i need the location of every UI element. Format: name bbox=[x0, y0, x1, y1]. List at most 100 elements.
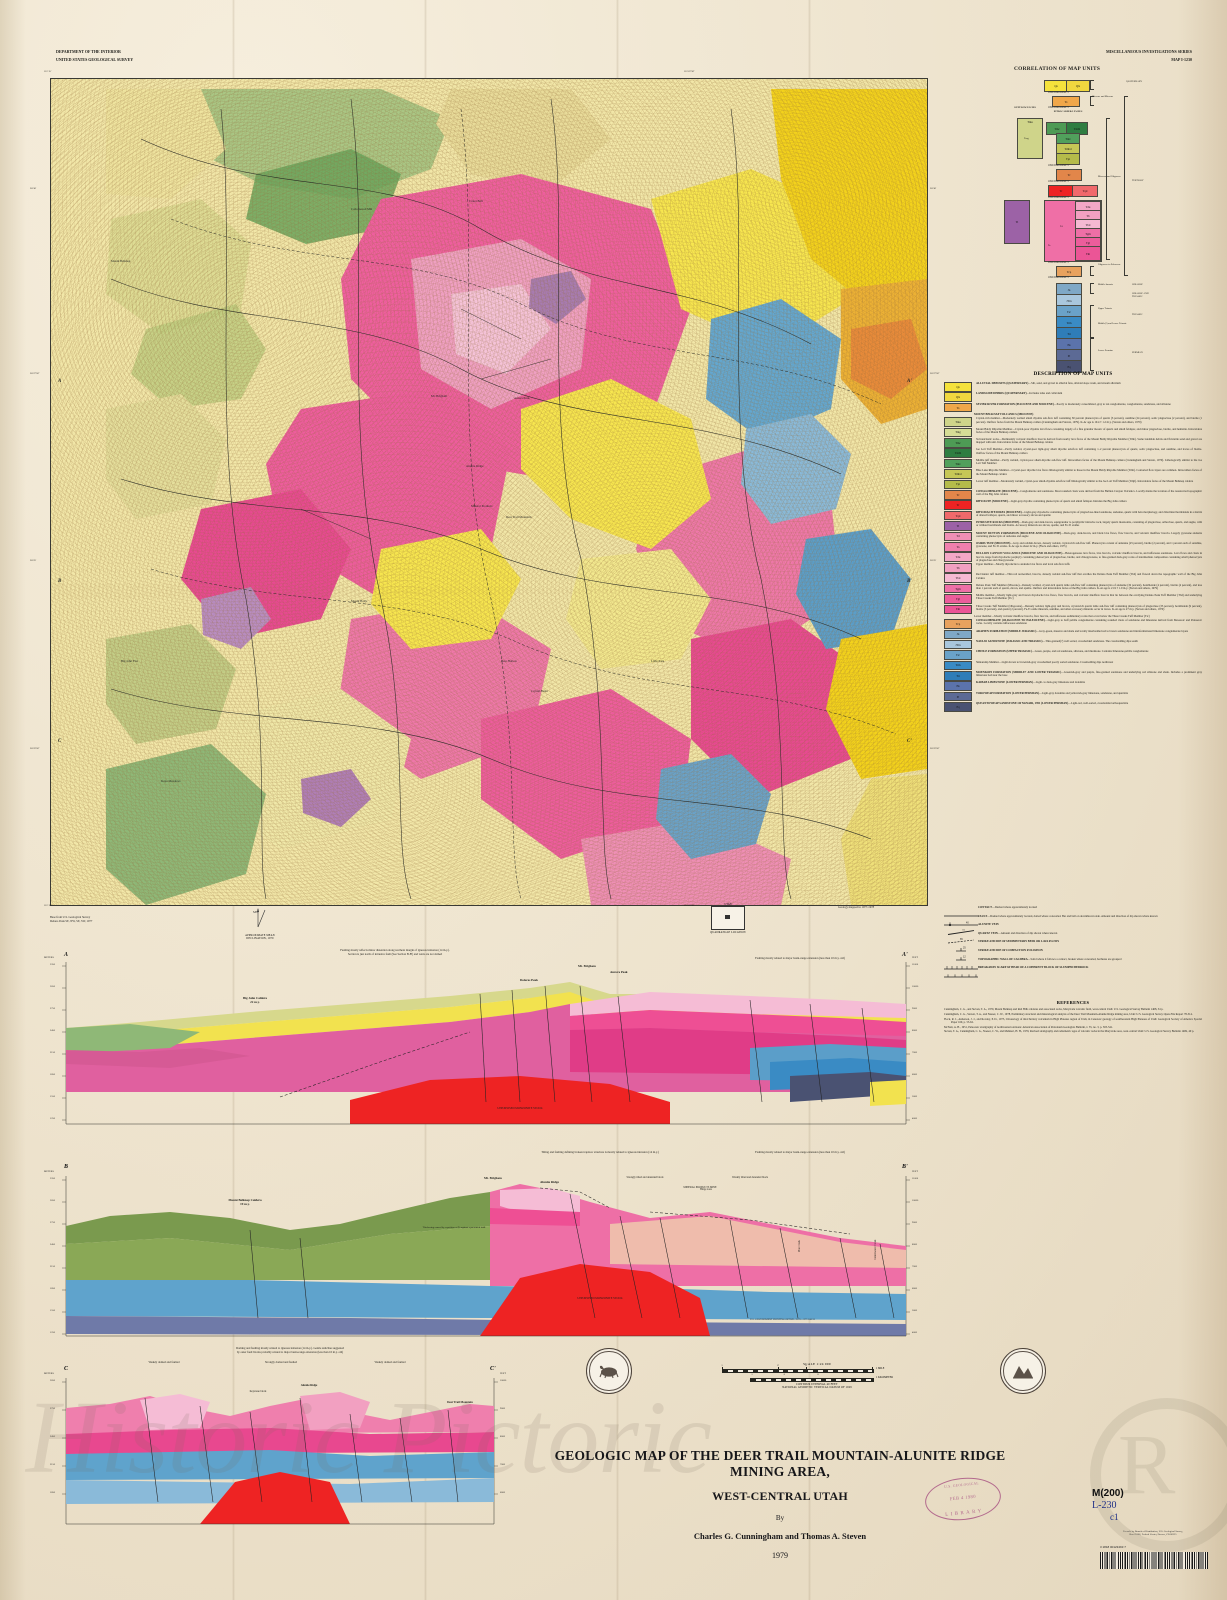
mile-bar bbox=[722, 1368, 874, 1373]
quad-box: UTAH bbox=[711, 903, 745, 930]
corr-label-td: Td bbox=[1060, 225, 1063, 228]
xs-b-tick-r-3: 8000 bbox=[912, 1243, 917, 1246]
map-label: Little Park bbox=[651, 659, 665, 663]
xs-c-tick-l-2: 2450 bbox=[50, 1435, 55, 1438]
symbol-description: ALUNITE VEIN bbox=[978, 922, 999, 927]
fault-symbol: 40 bbox=[944, 915, 978, 926]
era-jurassic: JURASSIC bbox=[1132, 283, 1144, 286]
xs-b-tick-l-2: 2750 bbox=[50, 1221, 55, 1224]
gpo-sale-note: For sale by Branch of Distribution, U.S.… bbox=[1123, 1530, 1183, 1536]
map-unit-entry: Qls LANDSLIDE DEBRIS (QUATERNARY)—Include… bbox=[944, 392, 1202, 402]
xs-a-tick-l-2: 2750 bbox=[50, 1007, 55, 1010]
xs-b-axis-label: METERS bbox=[44, 1170, 54, 1173]
unit-swatch-tmc: Tmc bbox=[944, 438, 972, 448]
geologic-map[interactable]: Mount Belknap Cottonwood Mtn Crater Bell… bbox=[50, 78, 928, 906]
km-scale-row: 1 .5 0 1 KILOMETER bbox=[722, 1373, 912, 1382]
xs-a-tick-r-1: 10000 bbox=[912, 985, 919, 988]
library-stamp-line-2: FEB 4 1980 bbox=[949, 1493, 977, 1502]
map-unit-entry: MOUNT BELKNAP VOLCANICS (MIOCENE) bbox=[944, 413, 1202, 416]
km-tick-0: 1 bbox=[751, 1373, 753, 1377]
map-unit-entry: Pt TOROWEAP FORMATION (LOWER PERMIAN)—Lig… bbox=[944, 691, 1202, 702]
xs-c-weak-2: Weakly domed and faulted bbox=[374, 1360, 406, 1364]
km-bar bbox=[750, 1377, 874, 1382]
unit-description: Middle tuff member—Partly welded, crysta… bbox=[976, 457, 1202, 466]
corr-box-tmu: Tmu bbox=[1017, 118, 1043, 159]
xs-a-tick-r-0: 11000 bbox=[912, 963, 919, 966]
symbol-description: BREAKAWAY SCARP AT HEAD OF A COHERENT BL… bbox=[978, 965, 1089, 970]
map-unit-entry: Pk KAIBAB LIMESTONE (LOWER PERMIAN)—Light… bbox=[944, 681, 1202, 691]
symbol-description: STRIKE AND DIP OF SEDIMENTARY BEDS OR LA… bbox=[978, 939, 1060, 944]
symbol-description: STRIKE AND DIP OF COMPACTION FOLIATION bbox=[978, 947, 1043, 952]
symbol-entry: 40 FAULT—Dashed where approximately locat… bbox=[944, 913, 1202, 926]
symbol-description: FAULT—Dashed where approximately located… bbox=[978, 913, 1158, 918]
corr-label-tmg: Tmg bbox=[1024, 137, 1029, 140]
unit-swatch-jtrn: JTrn bbox=[944, 639, 972, 650]
map-label: Deer Trail Mountain bbox=[506, 515, 532, 519]
unit-description: Upper member—Mostly rhyodacite to andesi… bbox=[976, 562, 1070, 567]
symbol-list: CONTACT—Dashed where approximately locat… bbox=[944, 905, 1202, 978]
seal-bison-glyph bbox=[587, 1349, 631, 1393]
symbol-entry: 12 STRIKE AND DIP OF COMPACTION FOLIATION bbox=[944, 947, 1202, 961]
correlation-title: CORRELATION OF MAP UNITS bbox=[1014, 66, 1101, 72]
unit-description: RHYODACITE DIKES (MIOCENE)—Light-gray rh… bbox=[976, 509, 1203, 518]
map-label: Bear Hollow bbox=[501, 659, 517, 663]
corr-box-tht: Tht bbox=[1075, 246, 1101, 261]
mile-tick-3: 1 MILE bbox=[876, 1367, 885, 1371]
xs-b-hinge-zone: Hinge zone bbox=[700, 1188, 712, 1191]
xs-a-axis-right-label: FEET bbox=[912, 956, 918, 959]
unit-description: NAVAJO SANDSTONE (JURASSIC AND TRIASSIC)… bbox=[976, 638, 1138, 643]
xs-a-right-end: A' bbox=[902, 952, 908, 958]
xs-a-tick-r-2: 9000 bbox=[912, 1007, 917, 1010]
map-unit-entry: Tmbd Blue Lake Rhyolite Member—Crystal-po… bbox=[944, 469, 1202, 479]
svg-text:70: 70 bbox=[962, 929, 965, 932]
map-unit-entry: Ti INTRUSIVE ROCKS (MIOCENE)—Dark-gray an… bbox=[944, 521, 1202, 531]
map-unit-entry: Tgm Delano Peak Tuff Member (Miocene)—Den… bbox=[944, 583, 1202, 594]
map-unit-entry: Tb Upper member—Mostly rhyodacite to ande… bbox=[944, 562, 1202, 573]
xs-a-aurora-peak: Aurora Peak bbox=[610, 970, 628, 974]
cross-section-c: C C' METERS FEET bbox=[44, 1346, 520, 1532]
epoch-miocene-oligocene: Miocene and Oligocene bbox=[1098, 175, 1121, 178]
symbol-entry: 70 ALUNITE VEIN bbox=[944, 922, 1202, 936]
corr-box-ts: Ts bbox=[1052, 96, 1080, 107]
unit-description: MOUNT BELKNAP VOLCANICS (MIOCENE) bbox=[974, 412, 1034, 417]
svg-text:40: 40 bbox=[966, 921, 969, 924]
unit-description: MOUNT DUTTON FORMATION (MIOCENE AND OLIG… bbox=[976, 530, 1202, 538]
map-label: Aurora Peak bbox=[514, 396, 530, 400]
unit-description: INTRUSIVE ROCKS (MIOCENE)—Dark-gray and … bbox=[976, 520, 1202, 528]
xs-b-right-end: B' bbox=[902, 1164, 908, 1170]
map-unit-entry: Tqd RHYODACITE DIKES (MIOCENE)—Light-gray… bbox=[944, 509, 1203, 521]
unit-swatch-tb: Tb bbox=[944, 563, 972, 573]
map-unit-entry: Tcp CONGLOMERATE (OLIGOCENE TO PALEOCENE)… bbox=[944, 619, 1202, 629]
declination-diagram: MN APPROXIMATE MEAN DECLINATION, 1979 bbox=[240, 908, 280, 940]
section-marker-b: B bbox=[58, 579, 62, 584]
unit-swatch-tmbd: Tmbd bbox=[944, 469, 972, 479]
lat-label-1: 38°30' bbox=[30, 187, 37, 190]
epoch-lower-permian: Lower Permian bbox=[1098, 349, 1113, 352]
corr-box-tpt: Tpt bbox=[1056, 153, 1080, 165]
xs-b-tick-r-2: 9000 bbox=[912, 1221, 917, 1224]
xs-b-mt-brigham: Mt. Brigham bbox=[484, 1176, 502, 1180]
xs-a-mt-brigham: Mt. Brigham bbox=[578, 964, 596, 968]
bracket-tertiary bbox=[1124, 96, 1128, 276]
xs-a-note-2: Faulting mostly related to major basin-r… bbox=[755, 956, 845, 960]
unit-description: CONGLOMERATE (MIOCENE)—Conglomerate and … bbox=[976, 489, 1202, 497]
map-unit-entry: Jn ARAPIEN FORMATION (MIDDLE JURASSIC)—Gr… bbox=[944, 629, 1202, 640]
km-tick-3: 1 KILOMETER bbox=[876, 1376, 893, 1380]
xs-b-left-end: B bbox=[64, 1164, 69, 1170]
xs-b-note-trapdoor: Tilting and faulting defining broken tra… bbox=[541, 1150, 659, 1154]
xs-a-dolores-peak: Dolores Peak bbox=[520, 978, 538, 982]
map-label: Cottonwood Mtn bbox=[351, 207, 373, 211]
xs-b-belknap-caldera: Mount Belknap Caldera 19 m.y. bbox=[228, 1198, 262, 1206]
map-unit-entry: Tgl Middle member—Mostly light-gray and b… bbox=[944, 594, 1202, 604]
xs-a-left-end: A bbox=[64, 952, 69, 958]
era-permian: PERMIAN bbox=[1132, 351, 1143, 354]
by-word: By bbox=[775, 1514, 785, 1522]
lon-label-east: 112°07'30" bbox=[684, 70, 695, 73]
map-unit-entry: Tpt Lower tuff member—Moderately welded, … bbox=[944, 479, 1202, 490]
era-tertiary: TERTIARY bbox=[1132, 179, 1144, 182]
call-number-3: c1 bbox=[1110, 1512, 1119, 1522]
xs-b-mineral-products: MINERAL PRODUCTS MINE bbox=[683, 1186, 717, 1189]
map-unit-entry: Tmc Volcaniclastic rocks—Dominantly volca… bbox=[944, 438, 1202, 448]
xs-b-tick-l-4: 2150 bbox=[50, 1265, 55, 1268]
map-label: Alunite Ridge bbox=[466, 464, 484, 468]
